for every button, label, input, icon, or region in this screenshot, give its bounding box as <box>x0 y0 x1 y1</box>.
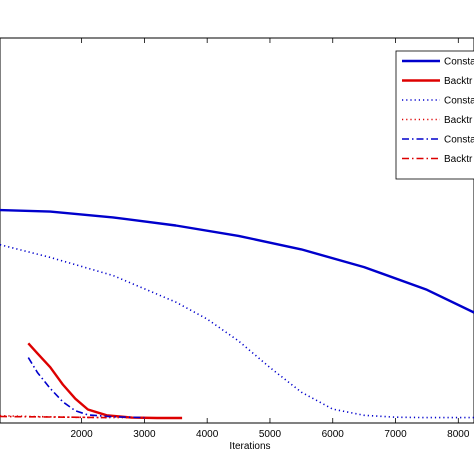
legend-label: Consta <box>444 57 474 68</box>
legend-label: Consta <box>444 135 474 146</box>
legend-label: Backtr <box>444 154 473 165</box>
series-line-6 <box>0 415 107 419</box>
series-line-3 <box>0 243 474 419</box>
series-line-5 <box>27 357 145 419</box>
legend-label: Consta <box>444 96 474 107</box>
series-line-2 <box>27 342 183 420</box>
x-tick-label: 4000 <box>196 429 219 440</box>
plot-frame <box>0 37 474 424</box>
x-tick-label: 8000 <box>447 429 470 440</box>
x-axis: 2000 3000 4000 5000 6000 7000 8000 <box>70 38 470 440</box>
legend: Consta Backtr Consta Backtr Consta Backtr <box>395 50 474 180</box>
legend-label: Backtr <box>444 115 473 126</box>
legend-label: Backtr <box>444 76 473 87</box>
x-tick-label: 5000 <box>259 429 282 440</box>
series-line-1 <box>0 208 474 314</box>
legend-box <box>395 50 474 180</box>
x-tick-label: 6000 <box>322 429 345 440</box>
x-axis-label: Iterations <box>229 441 270 452</box>
x-tick-label: 2000 <box>70 429 93 440</box>
x-tick-label: 3000 <box>133 429 156 440</box>
x-tick-label: 7000 <box>384 429 407 440</box>
series-layer <box>0 208 474 420</box>
